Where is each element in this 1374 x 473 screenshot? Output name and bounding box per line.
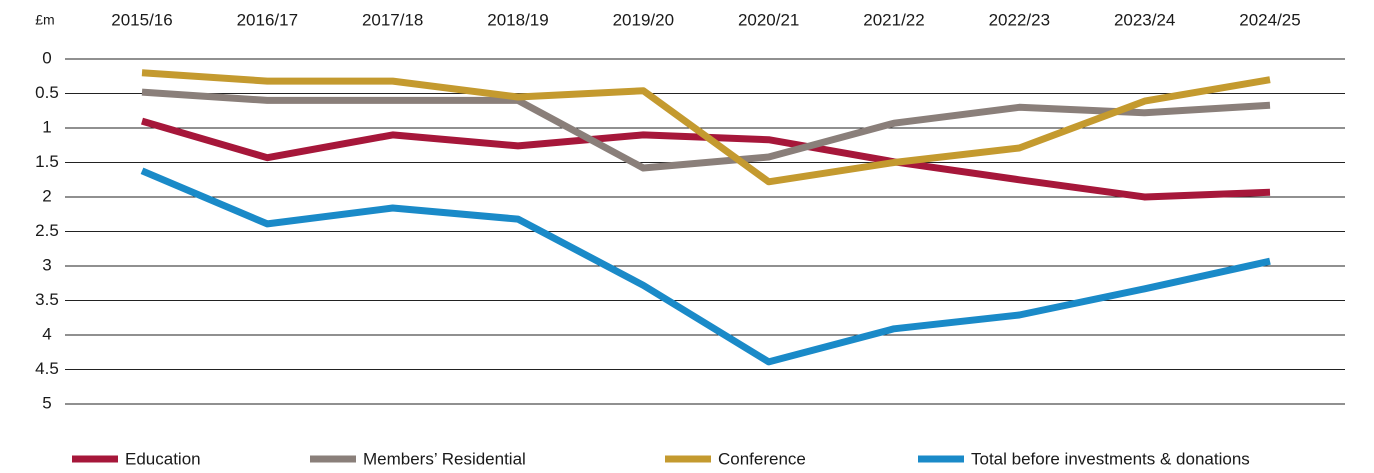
y-unit-label: £m (35, 12, 54, 28)
y-tick-label: 4.5 (35, 359, 59, 378)
series-line (141, 69, 1271, 186)
x-tick-label: 2023/24 (1114, 10, 1175, 29)
y-tick-label: 1 (42, 117, 51, 136)
x-tick-label: 2020/21 (738, 10, 799, 29)
series-line (141, 88, 1271, 172)
x-tick-label: 2018/19 (487, 10, 548, 29)
y-tick-label: 0.5 (35, 83, 59, 102)
y-tick-label: 4 (42, 324, 51, 343)
x-tick-label: 2015/16 (111, 10, 172, 29)
y-tick-label: 0 (42, 48, 51, 67)
x-tick-label: 2022/23 (989, 10, 1050, 29)
series-line (140, 167, 1271, 366)
y-tick-label: 2 (42, 186, 51, 205)
x-tick-label: 2024/25 (1239, 10, 1300, 29)
y-tick-label: 3.5 (35, 290, 59, 309)
x-tick-label: 2021/22 (863, 10, 924, 29)
legend-label: Conference (718, 449, 806, 468)
x-tick-label: 2017/18 (362, 10, 423, 29)
legend-label: Total before investments & donations (971, 449, 1250, 468)
x-tick-label: 2019/20 (613, 10, 674, 29)
y-tick-label: 2.5 (35, 221, 59, 240)
y-tick-label: 5 (42, 393, 51, 412)
legend-label: Education (125, 449, 201, 468)
x-tick-label: 2016/17 (237, 10, 298, 29)
y-tick-label: 1.5 (35, 152, 59, 171)
y-tick-label: 3 (42, 255, 51, 274)
legend-label: Members’ Residential (363, 449, 526, 468)
